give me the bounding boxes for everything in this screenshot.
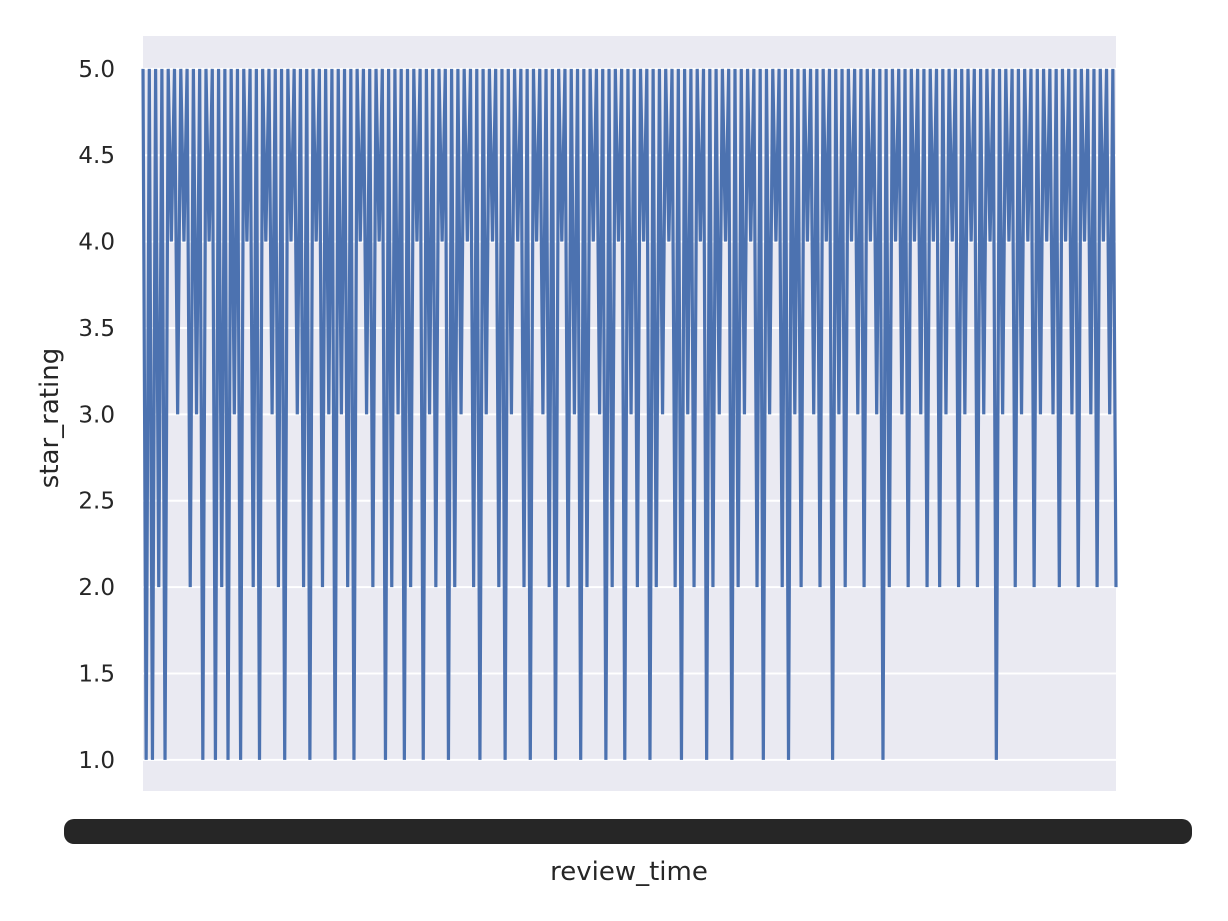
y-tick-labels: 1.0 1.5 2.0 2.5 3.0 3.5 4.0 4.5 5.0 <box>78 57 115 774</box>
series-line-layer <box>141 68 1118 760</box>
y-tick-label: 5.0 <box>78 57 115 83</box>
y-axis-label: star_rating <box>35 348 65 488</box>
y-tick-label: 2.5 <box>78 489 115 515</box>
y-tick-label: 2.0 <box>78 575 115 601</box>
x-tick-labels <box>64 819 1192 844</box>
y-tick-label: 1.5 <box>78 662 115 688</box>
y-tick-label: 4.0 <box>78 230 115 256</box>
x-tick-labels-overlap <box>64 819 1192 844</box>
series-line <box>141 68 1118 760</box>
y-tick-label: 1.0 <box>78 748 115 774</box>
y-tick-label: 3.5 <box>78 316 115 342</box>
x-axis-label: review_time <box>550 857 708 887</box>
y-tick-label: 3.0 <box>78 402 115 428</box>
y-tick-label: 4.5 <box>78 143 115 169</box>
